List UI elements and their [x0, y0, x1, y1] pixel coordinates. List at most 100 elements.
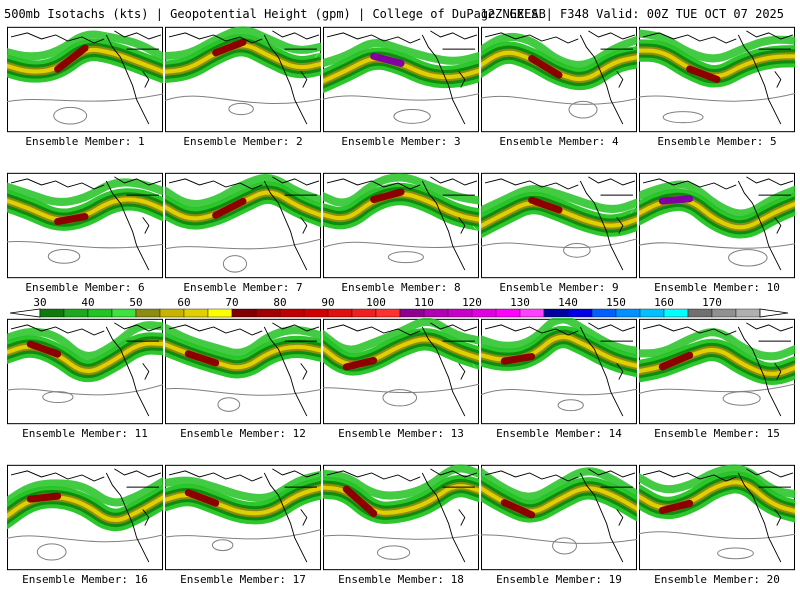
ensemble-map-8 — [323, 172, 479, 279]
coastlines — [484, 176, 636, 271]
isotach-jet — [481, 467, 637, 523]
ensemble-map-10 — [639, 172, 795, 279]
isotach-jet — [639, 29, 795, 88]
ensemble-label-19: Ensemble Member: 19 — [496, 573, 622, 586]
coastlines — [168, 322, 320, 417]
height-contours — [7, 93, 163, 125]
ensemble-map-18 — [323, 464, 479, 571]
colorbar-segment — [687, 308, 713, 318]
colorbar-segment — [615, 308, 641, 318]
height-contours — [165, 388, 321, 412]
ensemble-panel-16 — [7, 464, 163, 571]
height-contours — [481, 238, 637, 258]
colorbar-tick-90: 90 — [321, 296, 335, 309]
map-header: 500mb Isotachs (kts) | Geopotential Heig… — [4, 6, 796, 22]
ensemble-label-17: Ensemble Member: 17 — [180, 573, 306, 586]
height-contours — [639, 531, 795, 560]
ensemble-label-20: Ensemble Member: 20 — [654, 573, 780, 586]
isotach-jet — [165, 26, 321, 84]
coastlines — [642, 176, 794, 271]
colorbar-tick-140: 140 — [558, 296, 578, 309]
colorbar-segment — [375, 308, 401, 318]
ensemble-map-9 — [481, 172, 637, 279]
isotach-jet — [639, 180, 795, 239]
isotach-jet — [165, 323, 321, 379]
colorbar-segment — [255, 308, 281, 318]
colorbar-segment — [351, 308, 377, 318]
colorbar-segment — [87, 308, 113, 318]
ensemble-panel-5 — [639, 26, 795, 133]
height-contours — [7, 384, 163, 404]
colorbar-segment — [591, 308, 617, 318]
colorbar-segment — [519, 308, 545, 318]
height-contours — [639, 242, 795, 267]
colorbar-segment — [711, 308, 737, 318]
colorbar-tick-70: 70 — [225, 296, 239, 309]
ensemble-map-17 — [165, 464, 321, 571]
ensemble-panel-20 — [639, 464, 795, 571]
colorbar-segment — [231, 308, 257, 318]
coastlines — [10, 322, 162, 417]
colorbar-tick-30: 30 — [33, 296, 47, 309]
ensemble-map-5 — [639, 26, 795, 133]
isotach-jet — [323, 38, 479, 94]
colorbar-segment — [327, 308, 353, 318]
ensemble-label-6: Ensemble Member: 6 — [25, 281, 145, 294]
colorbar-right-arrow — [759, 308, 789, 318]
ensemble-map-13 — [323, 318, 479, 425]
height-contours — [7, 240, 163, 264]
ensemble-label-14: Ensemble Member: 14 — [496, 427, 622, 440]
ensemble-label-12: Ensemble Member: 12 — [180, 427, 306, 440]
ensemble-map-11 — [7, 318, 163, 425]
isotach-jet — [165, 470, 321, 525]
height-contours — [323, 93, 479, 124]
colorbar-segment — [447, 308, 473, 318]
colorbar-segment — [111, 308, 137, 318]
colorbar-segment — [135, 308, 161, 318]
colorbar-tick-40: 40 — [81, 296, 95, 309]
height-contours — [165, 238, 321, 273]
height-contours — [481, 388, 637, 412]
ensemble-panel-11 — [7, 318, 163, 425]
ensemble-panel-15 — [639, 318, 795, 425]
ensemble-panel-9 — [481, 172, 637, 279]
ensemble-label-1: Ensemble Member: 1 — [25, 135, 145, 148]
colorbar-tick-110: 110 — [414, 296, 434, 309]
colorbar-segment — [567, 308, 593, 318]
height-contours — [165, 95, 321, 116]
height-contours — [639, 92, 795, 124]
isotach-jet — [323, 173, 479, 231]
colorbar-tick-170: 170 — [702, 296, 722, 309]
coastlines — [326, 322, 478, 417]
coastlines — [168, 176, 320, 271]
header-run-info: 12Z GEFS | F348 Valid: 00Z TUE OCT 07 20… — [480, 7, 784, 21]
coastlines — [326, 30, 478, 125]
colorbar-tick-80: 80 — [273, 296, 287, 309]
isotach-jet — [7, 321, 163, 383]
ensemble-panel-2 — [165, 26, 321, 133]
colorbar-segment — [735, 308, 761, 318]
coastlines — [484, 468, 636, 563]
ensemble-label-11: Ensemble Member: 11 — [22, 427, 148, 440]
ensemble-map-4 — [481, 26, 637, 133]
coastlines — [642, 30, 794, 125]
ensemble-panel-8 — [323, 172, 479, 279]
ensemble-panel-12 — [165, 318, 321, 425]
colorbar-tick-100: 100 — [366, 296, 386, 309]
ensemble-panel-7 — [165, 172, 321, 279]
colorbar-segment — [663, 308, 689, 318]
isotach-jet — [7, 476, 163, 532]
ensemble-map-3 — [323, 26, 479, 133]
coastlines — [10, 176, 162, 271]
colorbar-tick-50: 50 — [129, 296, 143, 309]
ensemble-label-18: Ensemble Member: 18 — [338, 573, 464, 586]
height-contours — [165, 529, 321, 552]
ensemble-map-1 — [7, 26, 163, 133]
ensemble-label-5: Ensemble Member: 5 — [657, 135, 777, 148]
ensemble-panel-1 — [7, 26, 163, 133]
height-contours — [639, 383, 795, 406]
coastlines — [484, 322, 636, 417]
header-title: 500mb Isotachs (kts) | Geopotential Heig… — [4, 7, 546, 21]
colorbar-segment — [183, 308, 209, 318]
ensemble-label-3: Ensemble Member: 3 — [341, 135, 461, 148]
